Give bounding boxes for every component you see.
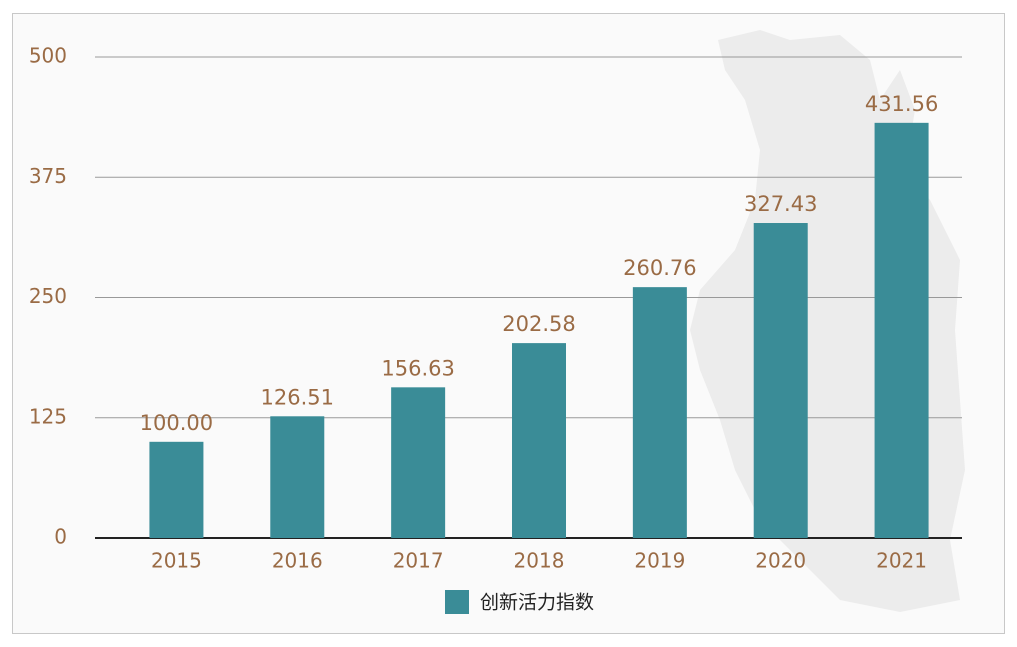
bar (391, 387, 446, 538)
x-tick-label: 2019 (634, 549, 685, 573)
bar (753, 223, 808, 539)
legend-label: 创新活力指数 (480, 592, 594, 614)
y-tick-label: 500 (29, 44, 67, 68)
value-label: 100.00 (140, 411, 213, 435)
value-label: 431.56 (865, 92, 938, 116)
bar (874, 122, 929, 538)
x-tick-label: 2017 (393, 549, 444, 573)
value-label: 260.76 (623, 256, 696, 280)
x-tick-label: 2020 (755, 549, 806, 573)
bar (632, 287, 687, 538)
bar (149, 441, 204, 538)
value-label: 156.63 (381, 356, 454, 380)
y-tick-label: 125 (29, 404, 67, 428)
y-tick-label: 375 (29, 164, 67, 188)
x-tick-label: 2016 (272, 549, 323, 573)
x-tick-label: 2021 (876, 549, 927, 573)
value-label: 327.43 (744, 192, 817, 216)
y-tick-label: 0 (54, 525, 67, 549)
bar (270, 416, 325, 538)
legend-swatch (445, 590, 469, 614)
x-tick-label: 2018 (514, 549, 565, 573)
x-tick-label: 2015 (151, 549, 202, 573)
bar (512, 343, 566, 538)
value-label: 126.51 (261, 385, 334, 409)
value-label: 202.58 (502, 312, 575, 336)
y-tick-label: 250 (29, 284, 67, 308)
